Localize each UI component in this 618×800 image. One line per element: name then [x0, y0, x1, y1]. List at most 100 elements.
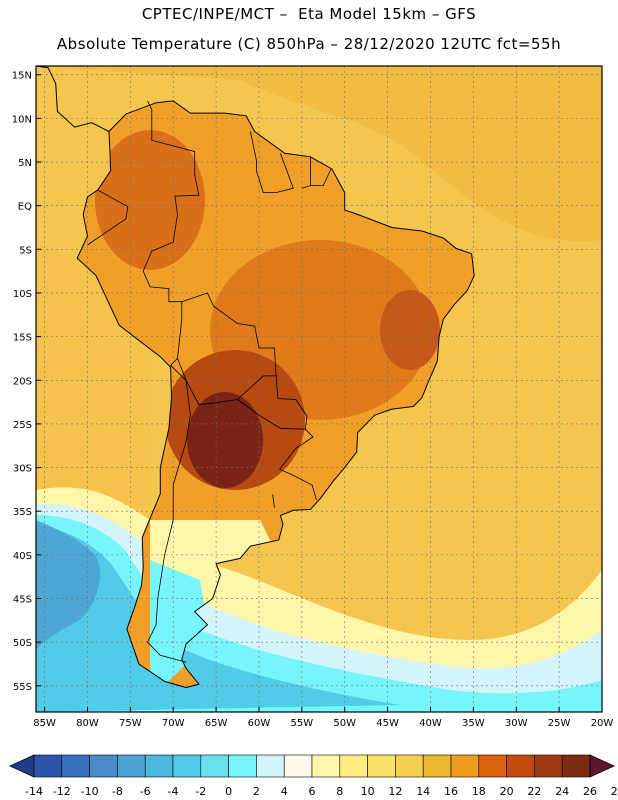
lon-label: 25W: [548, 718, 571, 729]
map-title: CPTEC/INPE/MCT – Eta Model 15km – GFS: [141, 5, 477, 23]
south-america-coastline: [76, 100, 475, 689]
lat-label: 50S: [13, 638, 32, 649]
lon-label: 80W: [76, 718, 99, 729]
colorbar-swatch: [450, 754, 480, 778]
colorbar-label: 22: [527, 785, 541, 798]
colorbar-swatch: [200, 754, 229, 778]
country-border-10: [237, 399, 306, 430]
lat-label: 25S: [13, 420, 32, 431]
lat-label: EQ: [18, 202, 32, 213]
lon-label: 40W: [419, 718, 442, 729]
lon-label: 75W: [119, 718, 142, 729]
colorbar-label: 24: [555, 785, 569, 798]
lat-label: 10N: [12, 114, 32, 125]
lon-label: 85W: [33, 718, 56, 729]
warm-northeast: [380, 290, 440, 370]
lat-label: 20S: [13, 376, 32, 387]
plot-area: [36, 66, 602, 712]
colorbar-swatch: [311, 754, 341, 778]
country-border-13: [279, 468, 317, 501]
colorbar-swatch: [478, 754, 507, 778]
colorbar: -14 -12 -10 -8 -6 -4 -2 0 2 4 6 8 10 12 14 16 18 20 22 24 26…: [9, 754, 618, 798]
colorbar-label: 6: [309, 785, 316, 798]
colorbar-label: 26: [583, 785, 597, 798]
very-cold-pocket: [36, 520, 100, 650]
colorbar-label: 28: [611, 785, 618, 798]
country-border-5: [87, 189, 129, 246]
hottest-core: [187, 392, 263, 488]
country-border-1: [250, 131, 264, 193]
lon-label: 20W: [591, 718, 614, 729]
colorbar-swatch: [117, 754, 146, 778]
lon-label: 70W: [162, 718, 185, 729]
colorbar-label: -4: [168, 785, 179, 798]
colorbar-label: -10: [81, 785, 99, 798]
map-subtitle: Absolute Temperature (C) 850hPa – 28/12/…: [56, 35, 562, 53]
colorbar-swatch: [506, 754, 535, 778]
warm-andes-north: [95, 130, 205, 270]
colorbar-swatch: [534, 754, 563, 778]
colorbar-label: -6: [140, 785, 151, 798]
colorbar-label: -2: [195, 785, 206, 798]
country-border-11: [275, 375, 308, 430]
colorbar-swatch: [422, 754, 452, 778]
lon-label: 60W: [248, 718, 271, 729]
colorbar-label: 14: [416, 785, 430, 798]
lat-lon-grid: [36, 66, 602, 712]
lon-label: 55W: [291, 718, 314, 729]
colorbar-swatch: [283, 754, 313, 778]
colorbar-swatch: [367, 754, 396, 778]
lat-label: 5S: [19, 245, 32, 256]
lat-label: 45S: [13, 595, 32, 606]
lat-label: 10S: [13, 289, 32, 300]
lat-label: 55S: [13, 682, 32, 693]
colorbar-swatch: [144, 754, 174, 778]
colorbar-swatch: [339, 754, 368, 778]
lat-label: 30S: [13, 464, 32, 475]
colorbar-label: 0: [225, 785, 232, 798]
coldest-region: [36, 525, 400, 712]
colorbar-swatch: [256, 754, 285, 778]
colorbar-label: -14: [25, 785, 43, 798]
lon-label: 30W: [505, 718, 528, 729]
colorbar-label: 8: [336, 785, 343, 798]
colorbar-swatch: [561, 754, 591, 778]
lat-label: 35S: [13, 507, 32, 518]
lat-label: 15S: [13, 333, 32, 344]
colorbar-label: 2: [253, 785, 260, 798]
country-border-12: [279, 428, 314, 470]
colorbar-max-arrow: [589, 754, 615, 778]
colorbar-swatch: [89, 754, 118, 778]
colorbar-swatch: [172, 754, 202, 778]
colorbar-label: -8: [112, 785, 123, 798]
country-border-4: [310, 168, 332, 186]
lon-label: 50W: [333, 718, 356, 729]
country-borders: [87, 100, 332, 663]
colorbar-swatch: [33, 754, 63, 778]
lat-label: 40S: [13, 551, 32, 562]
colorbar-label: -12: [53, 785, 71, 798]
colorbar-label: 18: [472, 785, 486, 798]
lat-label: 5N: [18, 158, 32, 169]
colorbar-label: 16: [444, 785, 458, 798]
colorbar-swatch: [228, 754, 257, 778]
cold-patagonia: [150, 560, 210, 688]
lon-label: 35W: [462, 718, 485, 729]
map-frame: [35, 65, 603, 713]
colorbar-label: 20: [500, 785, 514, 798]
country-border-8: [177, 358, 238, 406]
lat-label: 15N: [12, 71, 32, 82]
country-border-9: [147, 365, 191, 663]
country-border-6: [142, 241, 183, 366]
colorbar-min-arrow: [9, 754, 35, 778]
colorbar-label: 12: [388, 785, 402, 798]
latitude-labels: 15N 10N 5N EQ 5S 10S 15S 20S 25S 30S 35S 40S 45S 50S 5…: [12, 71, 41, 693]
country-border-2: [263, 153, 294, 193]
country-border-0: [147, 100, 200, 243]
colorbar-swatch: [395, 754, 424, 778]
colorbar-swatch: [61, 754, 90, 778]
colorbar-label: 10: [361, 785, 375, 798]
lon-label: 65W: [205, 718, 228, 729]
longitude-labels: 85W 80W 75W 70W 65W 60W 55W 50W 45W 40W 35W 30W 25W 2…: [33, 707, 613, 729]
